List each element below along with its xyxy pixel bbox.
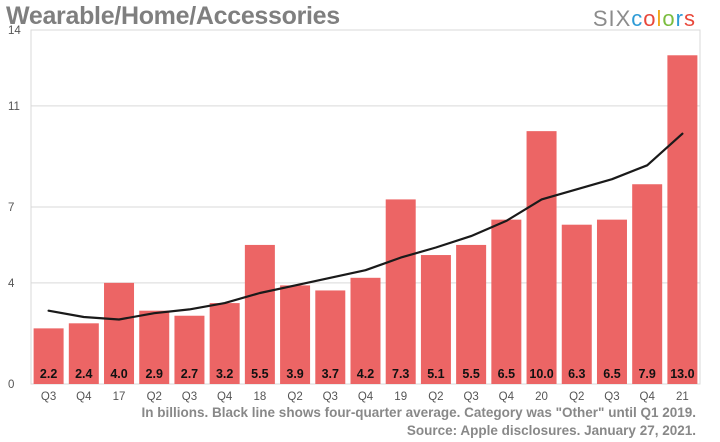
bar [385, 199, 416, 384]
x-tick-label: Q3 [463, 391, 478, 403]
bar [280, 285, 311, 384]
bar [526, 131, 557, 384]
bar [561, 224, 592, 384]
bar [420, 255, 451, 384]
y-tick-label: 14 [8, 25, 21, 37]
sixcolors-logo: SIXcolors [592, 6, 696, 31]
bar [33, 328, 64, 384]
bar [491, 219, 522, 384]
x-tick-label: Q3 [182, 391, 197, 403]
x-tick-label: Q2 [287, 391, 302, 403]
data-label: 13.0 [670, 367, 694, 381]
data-label: 5.5 [251, 367, 268, 381]
x-tick-label: Q2 [147, 391, 162, 403]
data-label: 3.2 [216, 367, 233, 381]
x-tick-label: Q4 [358, 391, 374, 403]
bar [632, 184, 663, 384]
data-label: 6.5 [498, 367, 515, 381]
bar [456, 244, 487, 384]
y-tick-label: 11 [8, 101, 20, 113]
data-label: 4.2 [357, 367, 374, 381]
y-tick-label: 7 [8, 202, 14, 214]
x-tick-label: 17 [113, 391, 126, 403]
y-tick-label: 0 [8, 379, 14, 391]
data-label: 3.9 [286, 367, 303, 381]
x-tick-label: Q3 [604, 391, 619, 403]
bar [596, 219, 627, 384]
x-tick-label: Q4 [499, 391, 515, 403]
x-tick-label: 21 [676, 391, 689, 403]
data-label: 2.7 [181, 367, 198, 381]
chart-title: Wearable/Home/Accessories [6, 2, 340, 30]
data-label: 7.9 [638, 367, 655, 381]
bar [104, 282, 135, 384]
data-label: 2.2 [40, 367, 57, 381]
data-label: 2.9 [146, 367, 163, 381]
data-label: 7.3 [392, 367, 409, 381]
bar [350, 277, 381, 384]
x-tick-label: Q2 [569, 391, 584, 403]
bar [209, 303, 240, 384]
x-tick-label: Q4 [76, 391, 92, 403]
bar [68, 323, 99, 384]
average-line [47, 132, 684, 321]
x-tick-label: 18 [253, 391, 266, 403]
x-tick-label: Q4 [217, 391, 233, 403]
x-tick-label: Q4 [640, 391, 656, 403]
x-tick-label: Q3 [41, 391, 56, 403]
data-label: 6.5 [603, 367, 620, 381]
x-tick-label: Q3 [323, 391, 338, 403]
data-label: 10.0 [529, 367, 553, 381]
footnote-source: Source: Apple disclosures. January 27, 2… [406, 423, 696, 438]
y-tick-label: 4 [8, 278, 15, 290]
data-label: 2.4 [75, 367, 92, 381]
data-label: 5.1 [427, 367, 444, 381]
x-tick-label: Q2 [428, 391, 443, 403]
footnote-description: In billions. Black line shows four-quart… [141, 405, 696, 420]
data-label: 4.0 [110, 367, 127, 381]
data-label: 6.3 [568, 367, 585, 381]
data-label: 3.7 [322, 367, 339, 381]
bar [174, 315, 205, 384]
x-tick-label: 19 [394, 391, 407, 403]
x-tick-label: 20 [535, 391, 548, 403]
bar [139, 310, 170, 384]
bar [244, 244, 275, 384]
bar [315, 290, 346, 384]
bar [667, 55, 698, 385]
data-label: 5.5 [462, 367, 479, 381]
